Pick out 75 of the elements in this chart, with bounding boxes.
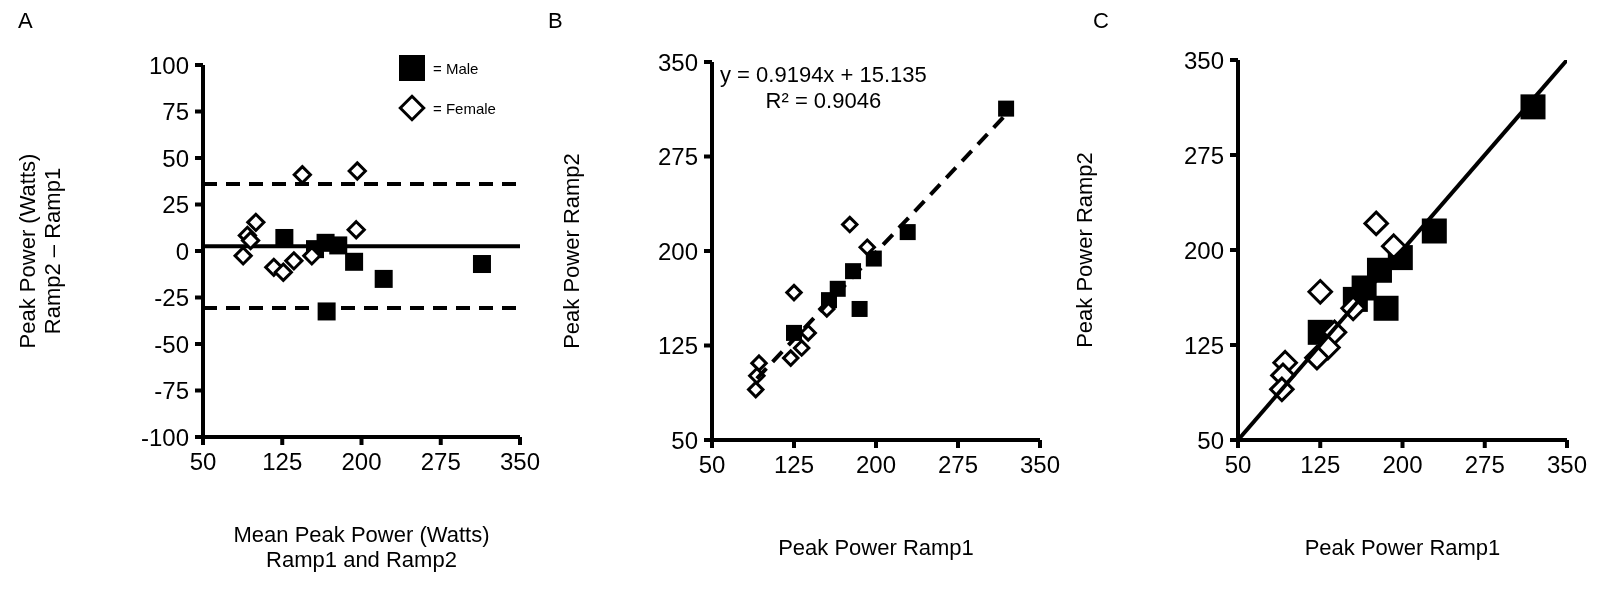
point <box>273 262 293 282</box>
point <box>858 238 876 256</box>
y-tick-label: 275 <box>657 143 698 171</box>
x-axis-title: Peak Power Ramp1 <box>778 535 974 561</box>
point <box>317 302 336 321</box>
x-tick-label: 200 <box>855 451 897 479</box>
y-tick-label: 125 <box>1183 331 1224 359</box>
x-tick-label: 350 <box>499 448 541 476</box>
y-tick-label: 25 <box>162 191 189 219</box>
point <box>1363 210 1389 237</box>
point <box>1421 218 1447 244</box>
y-tick-label: -25 <box>154 284 189 312</box>
y-tick-label: -75 <box>154 377 189 405</box>
y-tick-label: 50 <box>1197 426 1224 454</box>
y-tick-label: 50 <box>671 426 698 454</box>
point <box>284 251 304 271</box>
point <box>472 255 491 274</box>
point <box>233 246 253 266</box>
point <box>345 252 364 271</box>
x-axis-title: Peak Power Ramp1 <box>1304 535 1501 561</box>
x-tick-label: 275 <box>420 448 461 476</box>
y-tick-label: 350 <box>1183 46 1224 74</box>
x-tick-label: 50 <box>698 451 726 479</box>
point <box>899 224 916 241</box>
point <box>785 283 803 302</box>
chart-title: C <box>1093 8 1109 34</box>
annotation: R² = 0.9046 <box>764 88 883 115</box>
point <box>782 349 800 367</box>
point <box>851 300 868 317</box>
point <box>998 100 1015 117</box>
x-tick-label: 350 <box>1019 451 1061 479</box>
x-tick-label: 275 <box>1464 451 1505 479</box>
x-tick-label: 350 <box>1546 451 1588 479</box>
y-axis-title: Peak Power Ramp2 <box>1072 152 1098 348</box>
point <box>292 165 312 185</box>
y-axis-title: Peak Power Ramp2 <box>559 153 585 349</box>
point <box>792 339 811 357</box>
point <box>347 161 367 181</box>
x-tick-label: 200 <box>341 448 382 476</box>
y-tick-label: 350 <box>657 48 698 76</box>
y-axis-title: Peak Power (Watts) Ramp2 – Ramp1 <box>14 153 66 349</box>
point <box>841 215 859 234</box>
point <box>747 380 765 399</box>
point <box>750 354 768 372</box>
y-tick-label: 0 <box>175 237 189 265</box>
x-tick-label: 200 <box>1382 451 1423 479</box>
y-tick-label: 100 <box>148 51 189 79</box>
point <box>346 220 366 240</box>
legend-label: = Male <box>433 59 479 77</box>
text: A <box>18 8 33 34</box>
chart-title: B <box>548 8 563 34</box>
point <box>240 230 261 251</box>
point <box>1373 295 1399 321</box>
x-tick-label: 125 <box>262 448 303 476</box>
point <box>246 212 266 232</box>
annotation: y = 0.9194x + 15.135 <box>720 62 927 89</box>
x-tick-label: 275 <box>937 451 979 479</box>
y-tick-label: 50 <box>162 144 189 172</box>
y-tick-label: 200 <box>657 237 698 265</box>
point <box>1307 279 1333 305</box>
y-tick-label: -100 <box>140 423 189 451</box>
x-tick-label: 50 <box>189 448 217 476</box>
y-tick-label: 75 <box>162 98 189 126</box>
x-axis-title: Mean Peak Power (Watts) Ramp1 and Ramp2 <box>233 522 490 573</box>
x-tick-label: 50 <box>1224 451 1252 479</box>
y-tick-label: 275 <box>1183 141 1224 169</box>
point <box>275 228 294 247</box>
point <box>329 236 348 255</box>
y-tick-label: -50 <box>154 330 189 358</box>
x-tick-label: 125 <box>1300 451 1341 479</box>
y-tick-label: 200 <box>1183 236 1224 264</box>
x-tick-label: 125 <box>773 451 815 479</box>
legend-label: = Female <box>433 99 496 117</box>
y-tick-label: 125 <box>657 332 698 360</box>
point <box>374 269 393 288</box>
